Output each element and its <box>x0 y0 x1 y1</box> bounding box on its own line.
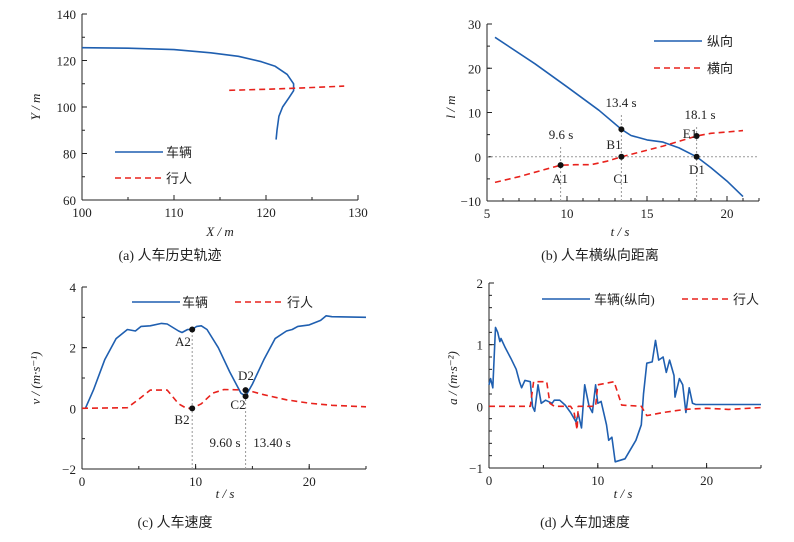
x-tick-label: 20 <box>721 206 734 221</box>
y-tick-label: 4 <box>70 280 77 295</box>
data-point-marker <box>189 326 196 333</box>
x-tick-label: 10 <box>189 474 202 489</box>
x-tick-label: 110 <box>164 205 183 220</box>
y-tick-label: 2 <box>70 341 77 356</box>
data-point-marker <box>242 393 249 400</box>
x-tick-label: 20 <box>303 474 316 489</box>
y-tick-label: −2 <box>62 462 76 477</box>
data-point-marker <box>693 132 700 139</box>
y-axis-label: a / (m·s⁻²) <box>445 351 460 405</box>
data-point-marker <box>242 387 249 394</box>
point-label: D2 <box>238 368 254 383</box>
y-tick-label: −10 <box>461 194 481 209</box>
legend-label: 横向 <box>707 61 733 76</box>
y-tick-label: 0 <box>475 150 482 165</box>
x-axis-label: t / s <box>614 486 633 501</box>
x-tick-label: 120 <box>256 205 276 220</box>
y-tick-label: 0 <box>70 401 77 416</box>
y-tick-label: 60 <box>63 193 76 208</box>
data-point-marker <box>557 162 564 169</box>
legend-label: 车辆 <box>182 295 208 310</box>
y-tick-label: 10 <box>468 106 481 121</box>
data-point-marker <box>189 405 196 412</box>
y-tick-label: 0 <box>477 399 484 414</box>
point-label: E1 <box>683 126 697 141</box>
x-tick-label: 130 <box>348 205 368 220</box>
panel-caption: (c) 人车速度 <box>137 514 212 531</box>
legend-label: 车辆 <box>166 145 192 160</box>
y-axis-label: Y / m <box>28 94 43 121</box>
series-line-pedestrian <box>489 380 762 431</box>
panel-caption: (b) 人车横纵向距离 <box>541 247 659 264</box>
x-tick-label: 0 <box>486 473 493 488</box>
point-label: B2 <box>174 412 189 427</box>
panel-caption: (d) 人车加速度 <box>540 514 630 531</box>
x-axis-label: t / s <box>611 224 630 239</box>
x-tick-label: 10 <box>561 206 574 221</box>
panel-caption: (a) 人车历史轨迹 <box>118 247 221 264</box>
y-tick-label: 120 <box>57 54 77 69</box>
x-tick-label: 15 <box>641 206 654 221</box>
data-point-marker <box>618 126 625 133</box>
y-tick-label: 80 <box>63 147 76 162</box>
time-annotation: 9.60 s <box>209 435 240 450</box>
series-line-vehicle <box>488 326 761 463</box>
time-annotation: 13.40 s <box>253 435 291 450</box>
y-tick-label: 100 <box>57 100 77 115</box>
point-label: C1 <box>613 171 628 186</box>
y-axis-label: l / m <box>443 95 458 118</box>
legend-label: 车辆(纵向) <box>594 292 655 307</box>
series-line-pedestrian <box>229 85 345 92</box>
x-tick-label: 0 <box>79 474 86 489</box>
time-annotation: 9.6 s <box>549 127 574 142</box>
x-axis-label: t / s <box>216 486 235 501</box>
legend-label: 纵向 <box>707 34 733 49</box>
series-line-vehicle <box>494 36 744 198</box>
point-label: A1 <box>552 171 568 186</box>
point-label: A2 <box>175 334 191 349</box>
panel-b: 5 10 15 20 −10 0 10 20 30 t / s l / m (b) 人车横纵向距离 纵向… <box>443 17 760 264</box>
y-tick-label: 2 <box>477 276 484 291</box>
series-line-vehicle <box>81 46 295 140</box>
time-annotation: 18.1 s <box>684 107 715 122</box>
time-annotation: 13.4 s <box>605 95 636 110</box>
y-tick-label: 20 <box>468 61 481 76</box>
series-line-pedestrian <box>494 129 744 184</box>
point-label: B1 <box>606 137 621 152</box>
point-label: D1 <box>689 162 705 177</box>
legend-label: 行人 <box>166 171 192 186</box>
x-tick-label: 100 <box>72 205 92 220</box>
x-tick-label: 5 <box>484 206 491 221</box>
series-line-pedestrian <box>81 388 367 410</box>
y-axis-label: v / (m·s⁻¹) <box>28 352 43 405</box>
legend-label: 行人 <box>287 295 313 310</box>
y-tick-label: 30 <box>468 17 481 32</box>
x-axis-label: X / m <box>205 224 233 239</box>
data-point-marker <box>693 153 700 160</box>
data-point-marker <box>618 153 625 160</box>
point-label: C2 <box>230 397 245 412</box>
legend-label: 行人 <box>733 292 759 307</box>
series-line-vehicle <box>84 314 367 409</box>
y-tick-label: 140 <box>57 7 77 22</box>
x-tick-label: 10 <box>591 473 604 488</box>
y-tick-label: 1 <box>477 338 484 353</box>
x-tick-label: 20 <box>700 473 713 488</box>
panel-a: 100 110 120 130 60 80 100 120 140 X / m Y / m (a) 人… <box>28 7 368 264</box>
y-tick-label: −1 <box>469 461 483 476</box>
